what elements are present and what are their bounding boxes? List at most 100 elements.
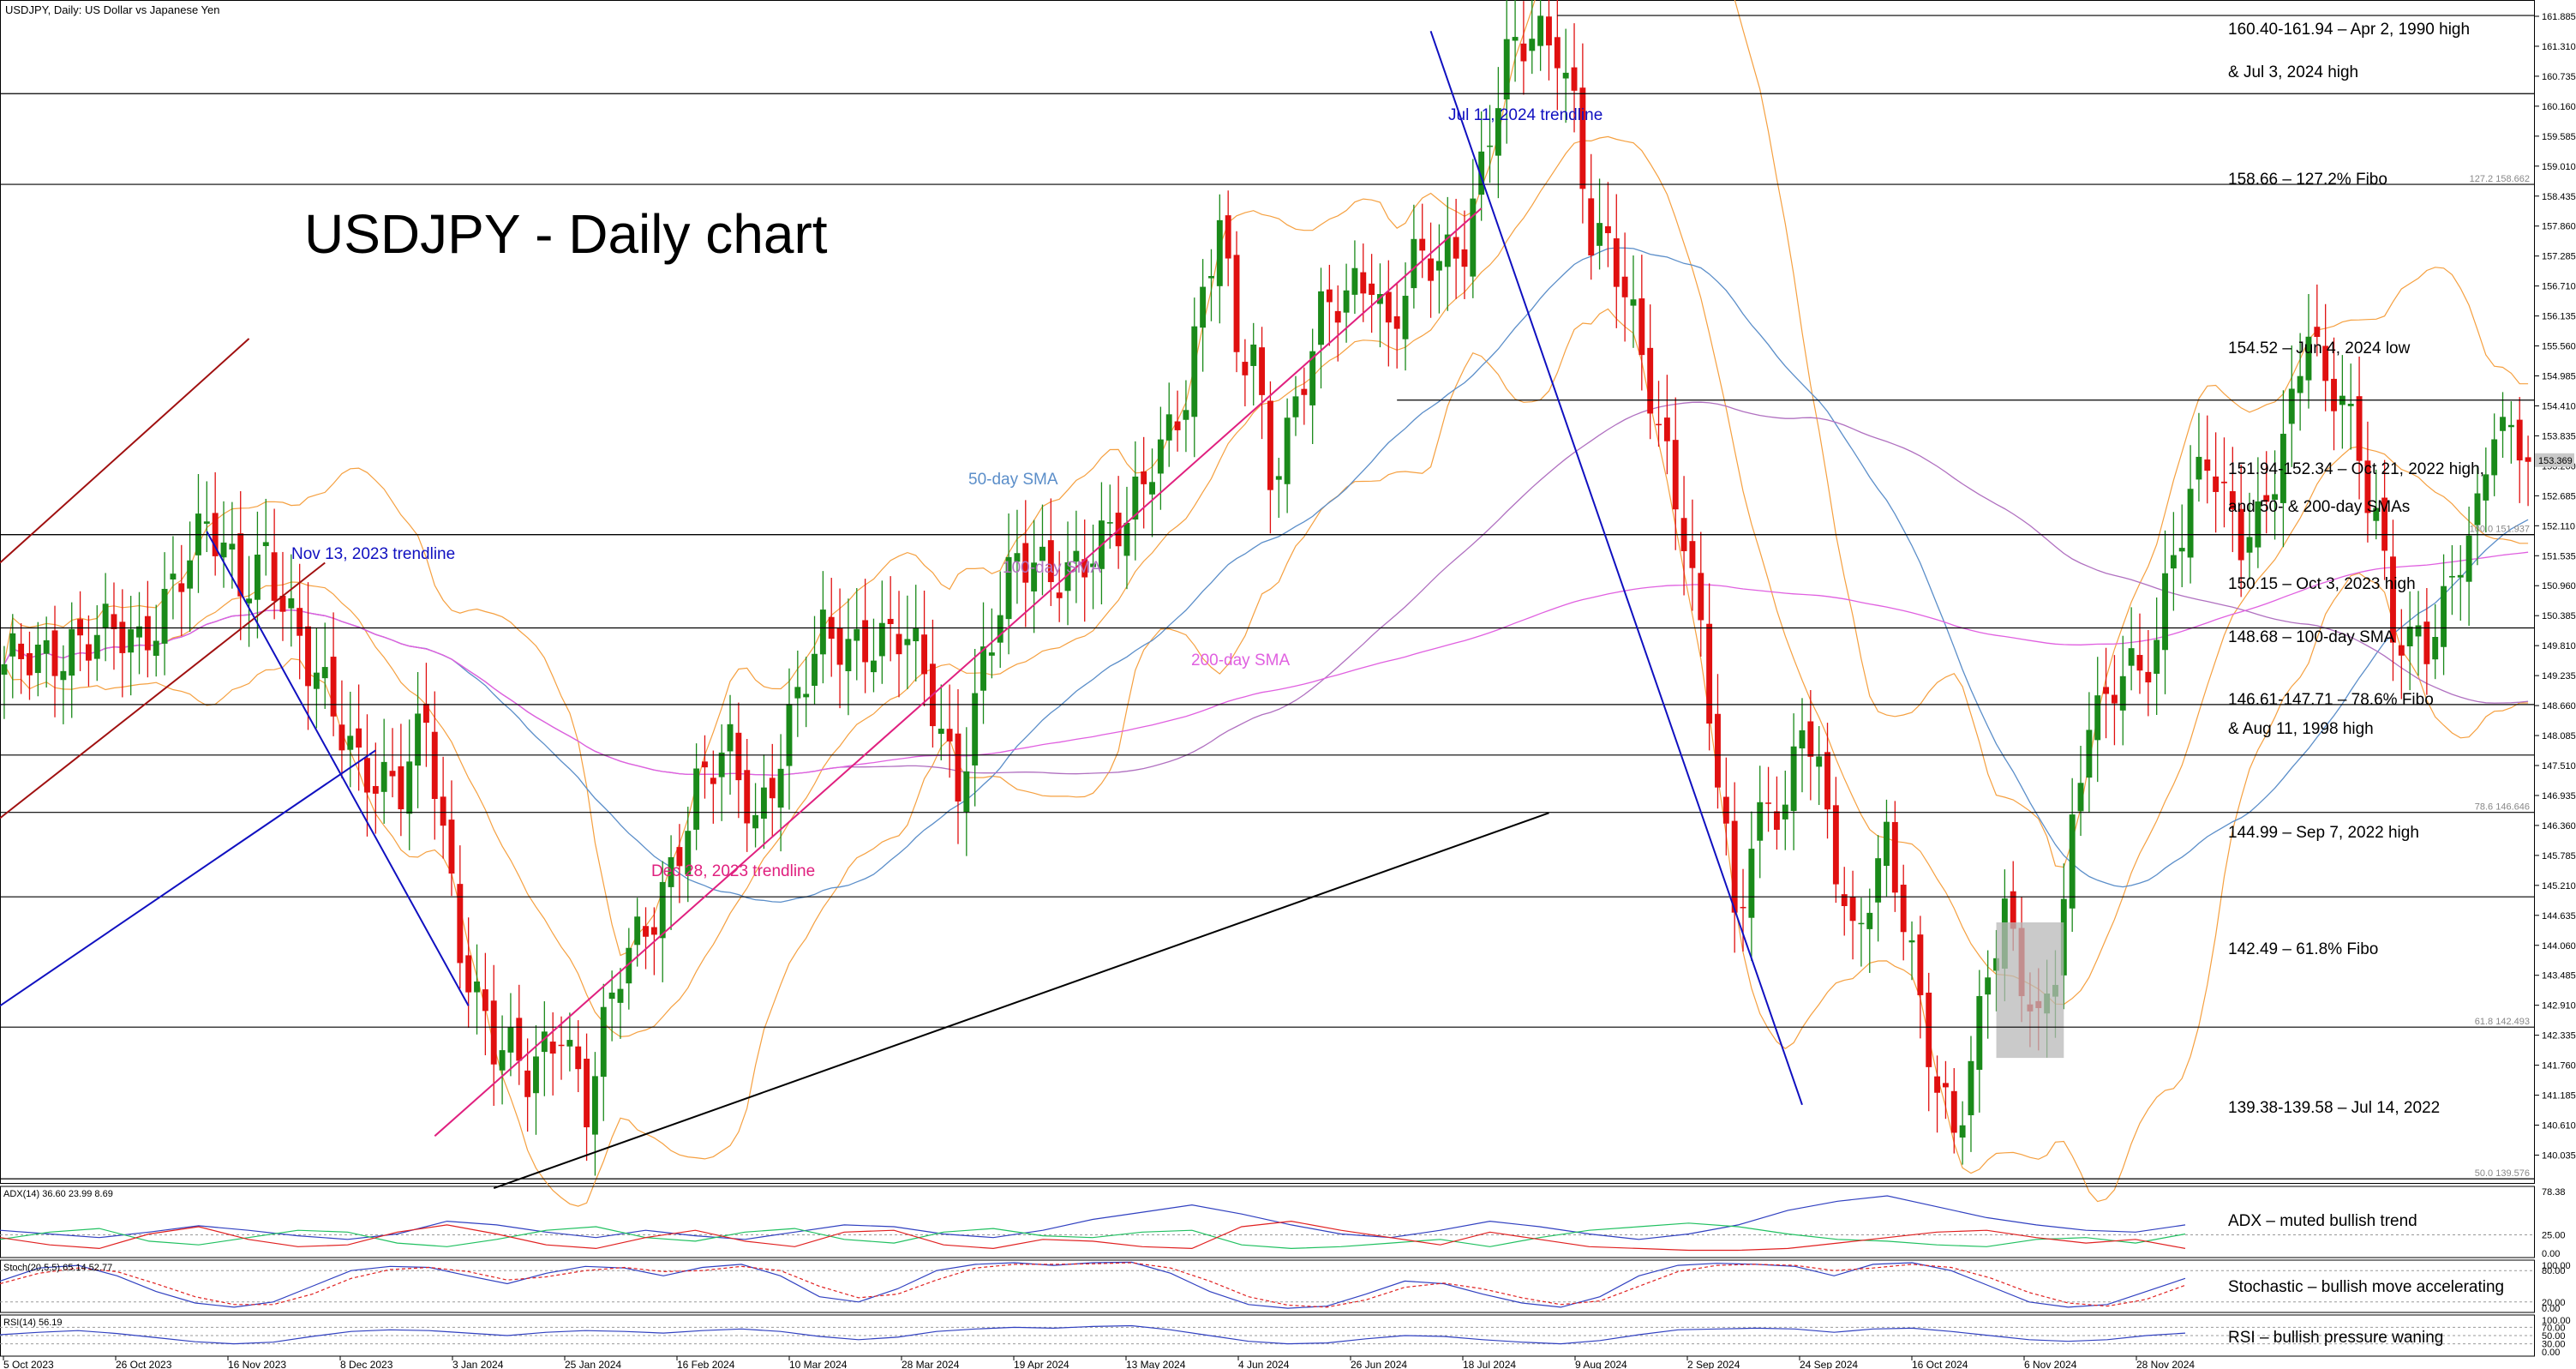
x-tick-label: 26 Jun 2024 [1351,1359,1407,1369]
candle-body [1419,238,1426,251]
candle-body [229,543,236,550]
candle-body [786,704,793,766]
y-tick-label: 155.560 [2542,342,2576,352]
candle-body [1275,476,1282,480]
candle-body [1200,286,1207,328]
candle-body [2154,639,2160,674]
candle-body [1950,1090,1957,1133]
panel-tick-label: 80.00 [2542,1266,2566,1276]
x-tick-label: 8 Dec 2023 [340,1359,393,1369]
candle-body [2448,575,2455,578]
candle-body [1613,238,1620,287]
candle-body [1360,272,1367,294]
candle-body [803,694,810,698]
panel-tick-label: 30.00 [2542,1340,2566,1350]
candle-body [1520,43,1527,62]
candle-body [2103,687,2110,694]
candle-body [702,761,708,768]
candle-body [1849,897,1856,922]
y-tick-label: 150.385 [2542,611,2576,621]
y-tick-label: 148.660 [2542,701,2576,712]
candle-body [2415,625,2422,637]
candle-body [2145,671,2152,683]
candle-body [626,947,632,984]
candle-body [1571,67,1578,91]
candle-body [1621,276,1628,297]
level-label: 158.66 – 127.2% Fibo [2228,171,2387,189]
candle-body [136,626,142,638]
candle-body [1908,940,1915,943]
candle-body [60,670,67,681]
candle-body [465,955,472,993]
candle-body [1292,396,1299,417]
candle-body [1022,543,1029,583]
candle-body [946,729,953,742]
candle-body [1816,756,1823,767]
candle-body [591,1076,598,1135]
candle-body [2077,783,2084,812]
candle-body [18,643,25,659]
candle-body [1056,592,1063,598]
candle-body [1875,858,1882,903]
candle-body [643,926,649,937]
candle-body [921,634,928,675]
candle-body [1343,290,1350,313]
y-tick-label: 147.510 [2542,761,2576,772]
candle-body [584,1059,590,1128]
panel-frame [0,1186,2535,1258]
candle-body [2474,493,2481,525]
candle-body [1773,811,1780,831]
candle-body [812,653,818,686]
candle-body [119,621,126,653]
y-tick-label: 142.910 [2542,1001,2576,1012]
candle-body [1309,351,1316,405]
candle-body [1934,1076,1941,1093]
candle-body [2128,648,2135,666]
candle-body [777,768,784,808]
candle-body [752,814,759,829]
y-tick-label: 145.210 [2542,881,2576,892]
chart-title: USDJPY - Daily chart [304,203,828,265]
level-label: and 50- & 200-day SMAs [2228,498,2410,516]
candle-body [558,1044,565,1047]
candle-body [2305,336,2312,381]
y-tick-label: 150.960 [2542,581,2576,591]
candle-body [1765,802,1772,804]
candle-body [1495,108,1501,156]
candle-body [533,1056,539,1094]
candle-body [153,640,159,657]
candle-body [51,630,58,676]
y-tick-label: 141.185 [2542,1091,2576,1102]
candle-body [1900,885,1907,933]
fibo-tag: 61.8 142.493 [2475,1017,2530,1027]
candle-body [2398,645,2405,656]
panel-tick-label: 0.00 [2542,1348,2560,1358]
candle-body [2500,417,2506,431]
candle-body [187,560,194,589]
candle-body [490,1000,497,1065]
candle-body [541,1031,548,1053]
trendline-red-lower [0,561,326,820]
x-tick-label: 16 Oct 2024 [1912,1359,1968,1369]
level-label: 146.61-147.71 – 78.6% Fibo [2228,691,2434,709]
x-tick-label: 3 Jan 2024 [452,1359,504,1369]
current-price-label: 153.369 [2538,456,2573,466]
candle-body [2246,537,2253,553]
candle-body [845,639,852,671]
candle-body [2162,573,2168,651]
x-tick-label: 6 Nov 2024 [2024,1359,2077,1369]
candle-body [1216,219,1223,286]
candle-body [305,626,311,687]
y-tick-label: 160.160 [2542,102,2576,112]
candle-body [398,766,404,810]
candle-body [2406,627,2413,646]
candle-body [440,796,446,826]
candle-body [685,831,692,875]
candle-body [634,916,641,946]
candle-body [2196,456,2202,480]
candle-body [2213,476,2220,492]
candle-body [347,736,354,750]
candle-body [237,533,244,597]
y-tick-label: 142.335 [2542,1031,2576,1042]
